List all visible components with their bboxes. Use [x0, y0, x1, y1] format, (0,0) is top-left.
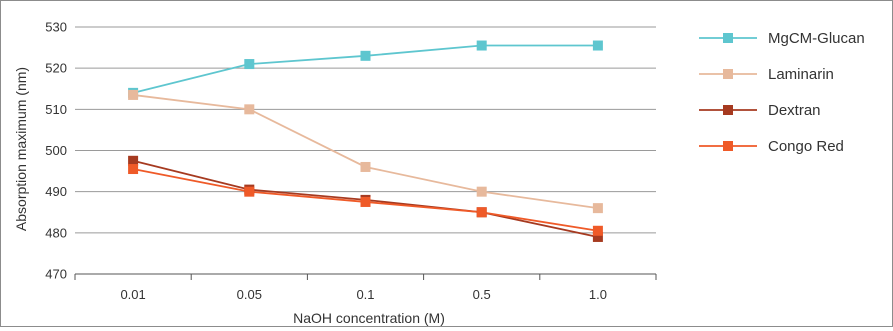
y-tick-label: 500	[45, 143, 67, 158]
x-tick-labels: 0.01 0.05 0.1 0.5 1.0	[120, 287, 606, 302]
legend-marker-dextran	[723, 105, 733, 115]
data-point-dextran	[128, 155, 139, 166]
legend-marker-mgcm-glucan	[723, 33, 733, 43]
series-markers	[128, 40, 603, 242]
legend-label-mgcm-glucan: MgCM-Glucan	[768, 30, 865, 47]
data-point-laminarin	[244, 104, 255, 115]
legend-marker-laminarin	[723, 69, 733, 79]
data-point-congo-red	[128, 164, 139, 175]
legend-label-congo-red: Congo Red	[768, 138, 844, 155]
x-tick-label: 1.0	[589, 287, 607, 302]
x-tick-label: 0.05	[237, 287, 262, 302]
x-axis	[74, 274, 657, 280]
data-point-congo-red	[592, 225, 603, 236]
data-point-mgcm-glucan	[244, 59, 255, 70]
gridlines	[75, 26, 656, 275]
x-tick-label: 0.01	[120, 287, 145, 302]
y-tick-label: 470	[45, 267, 67, 282]
data-point-congo-red	[476, 207, 487, 218]
y-axis-label: Absorption maximum (nm)	[13, 67, 29, 231]
y-tick-labels: 470 480 490 500 510 520 530	[45, 20, 67, 282]
data-point-congo-red	[360, 196, 371, 207]
x-tick-label: 0.5	[473, 287, 491, 302]
data-point-laminarin	[360, 161, 371, 172]
series-lines	[132, 44, 599, 238]
data-point-mgcm-glucan	[476, 40, 487, 51]
data-point-mgcm-glucan	[592, 40, 603, 51]
legend-label-dextran: Dextran	[768, 102, 821, 119]
legend-label-laminarin: Laminarin	[768, 66, 834, 83]
legend: MgCM-Glucan Laminarin Dextran Congo Red	[699, 30, 865, 155]
x-tick-label: 0.1	[356, 287, 374, 302]
series-line-laminarin	[132, 94, 599, 210]
y-tick-label: 490	[45, 184, 67, 199]
legend-marker-congo-red	[723, 141, 733, 151]
data-point-dextran	[592, 231, 603, 242]
data-point-laminarin	[476, 186, 487, 197]
data-point-mgcm-glucan	[360, 50, 371, 61]
data-point-congo-red	[244, 186, 255, 197]
y-tick-label: 510	[45, 102, 67, 117]
y-tick-label: 520	[45, 61, 67, 76]
data-point-laminarin	[128, 89, 139, 100]
y-tick-label: 480	[45, 225, 67, 240]
x-axis-label: NaOH concentration (M)	[293, 310, 445, 326]
y-tick-label: 530	[45, 20, 67, 35]
data-point-laminarin	[592, 203, 603, 214]
